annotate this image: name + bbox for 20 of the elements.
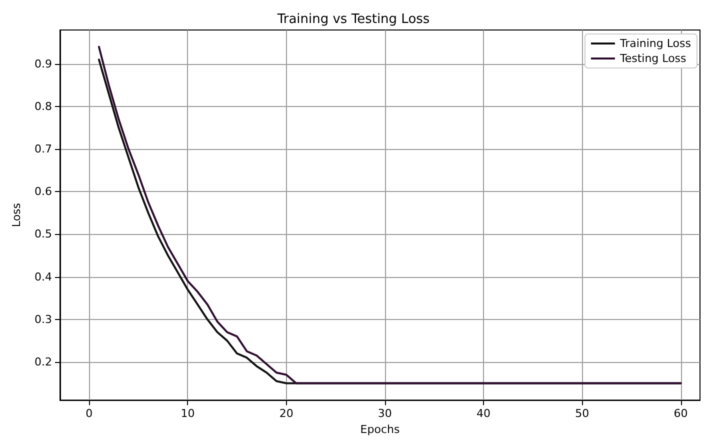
y-tick-label: 0.7	[34, 142, 52, 156]
x-tick-label: 40	[476, 407, 491, 420]
x-tick-label: 60	[674, 407, 688, 420]
y-tick-label: 0.3	[34, 312, 52, 326]
x-axis-title: Epochs	[360, 423, 400, 436]
y-tick-label: 0.9	[34, 57, 52, 70]
x-tick-label: 20	[279, 407, 294, 420]
y-axis-title: Loss	[10, 202, 23, 228]
x-tick-label: 30	[378, 407, 392, 420]
legend-label: Training Loss	[618, 37, 692, 50]
y-tick-label: 0.5	[34, 228, 52, 241]
y-tick-label: 0.4	[34, 270, 52, 284]
legend-label: Testing Loss	[618, 52, 687, 65]
x-tick-label: 0	[86, 407, 93, 420]
y-tick-label: 0.8	[34, 100, 52, 113]
x-tick-label: 50	[575, 407, 590, 420]
chart-title: Training vs Testing Loss	[276, 12, 430, 27]
x-tick-label: 10	[180, 407, 195, 420]
y-tick-label: 0.6	[34, 185, 52, 198]
y-tick-label: 0.2	[34, 355, 52, 368]
